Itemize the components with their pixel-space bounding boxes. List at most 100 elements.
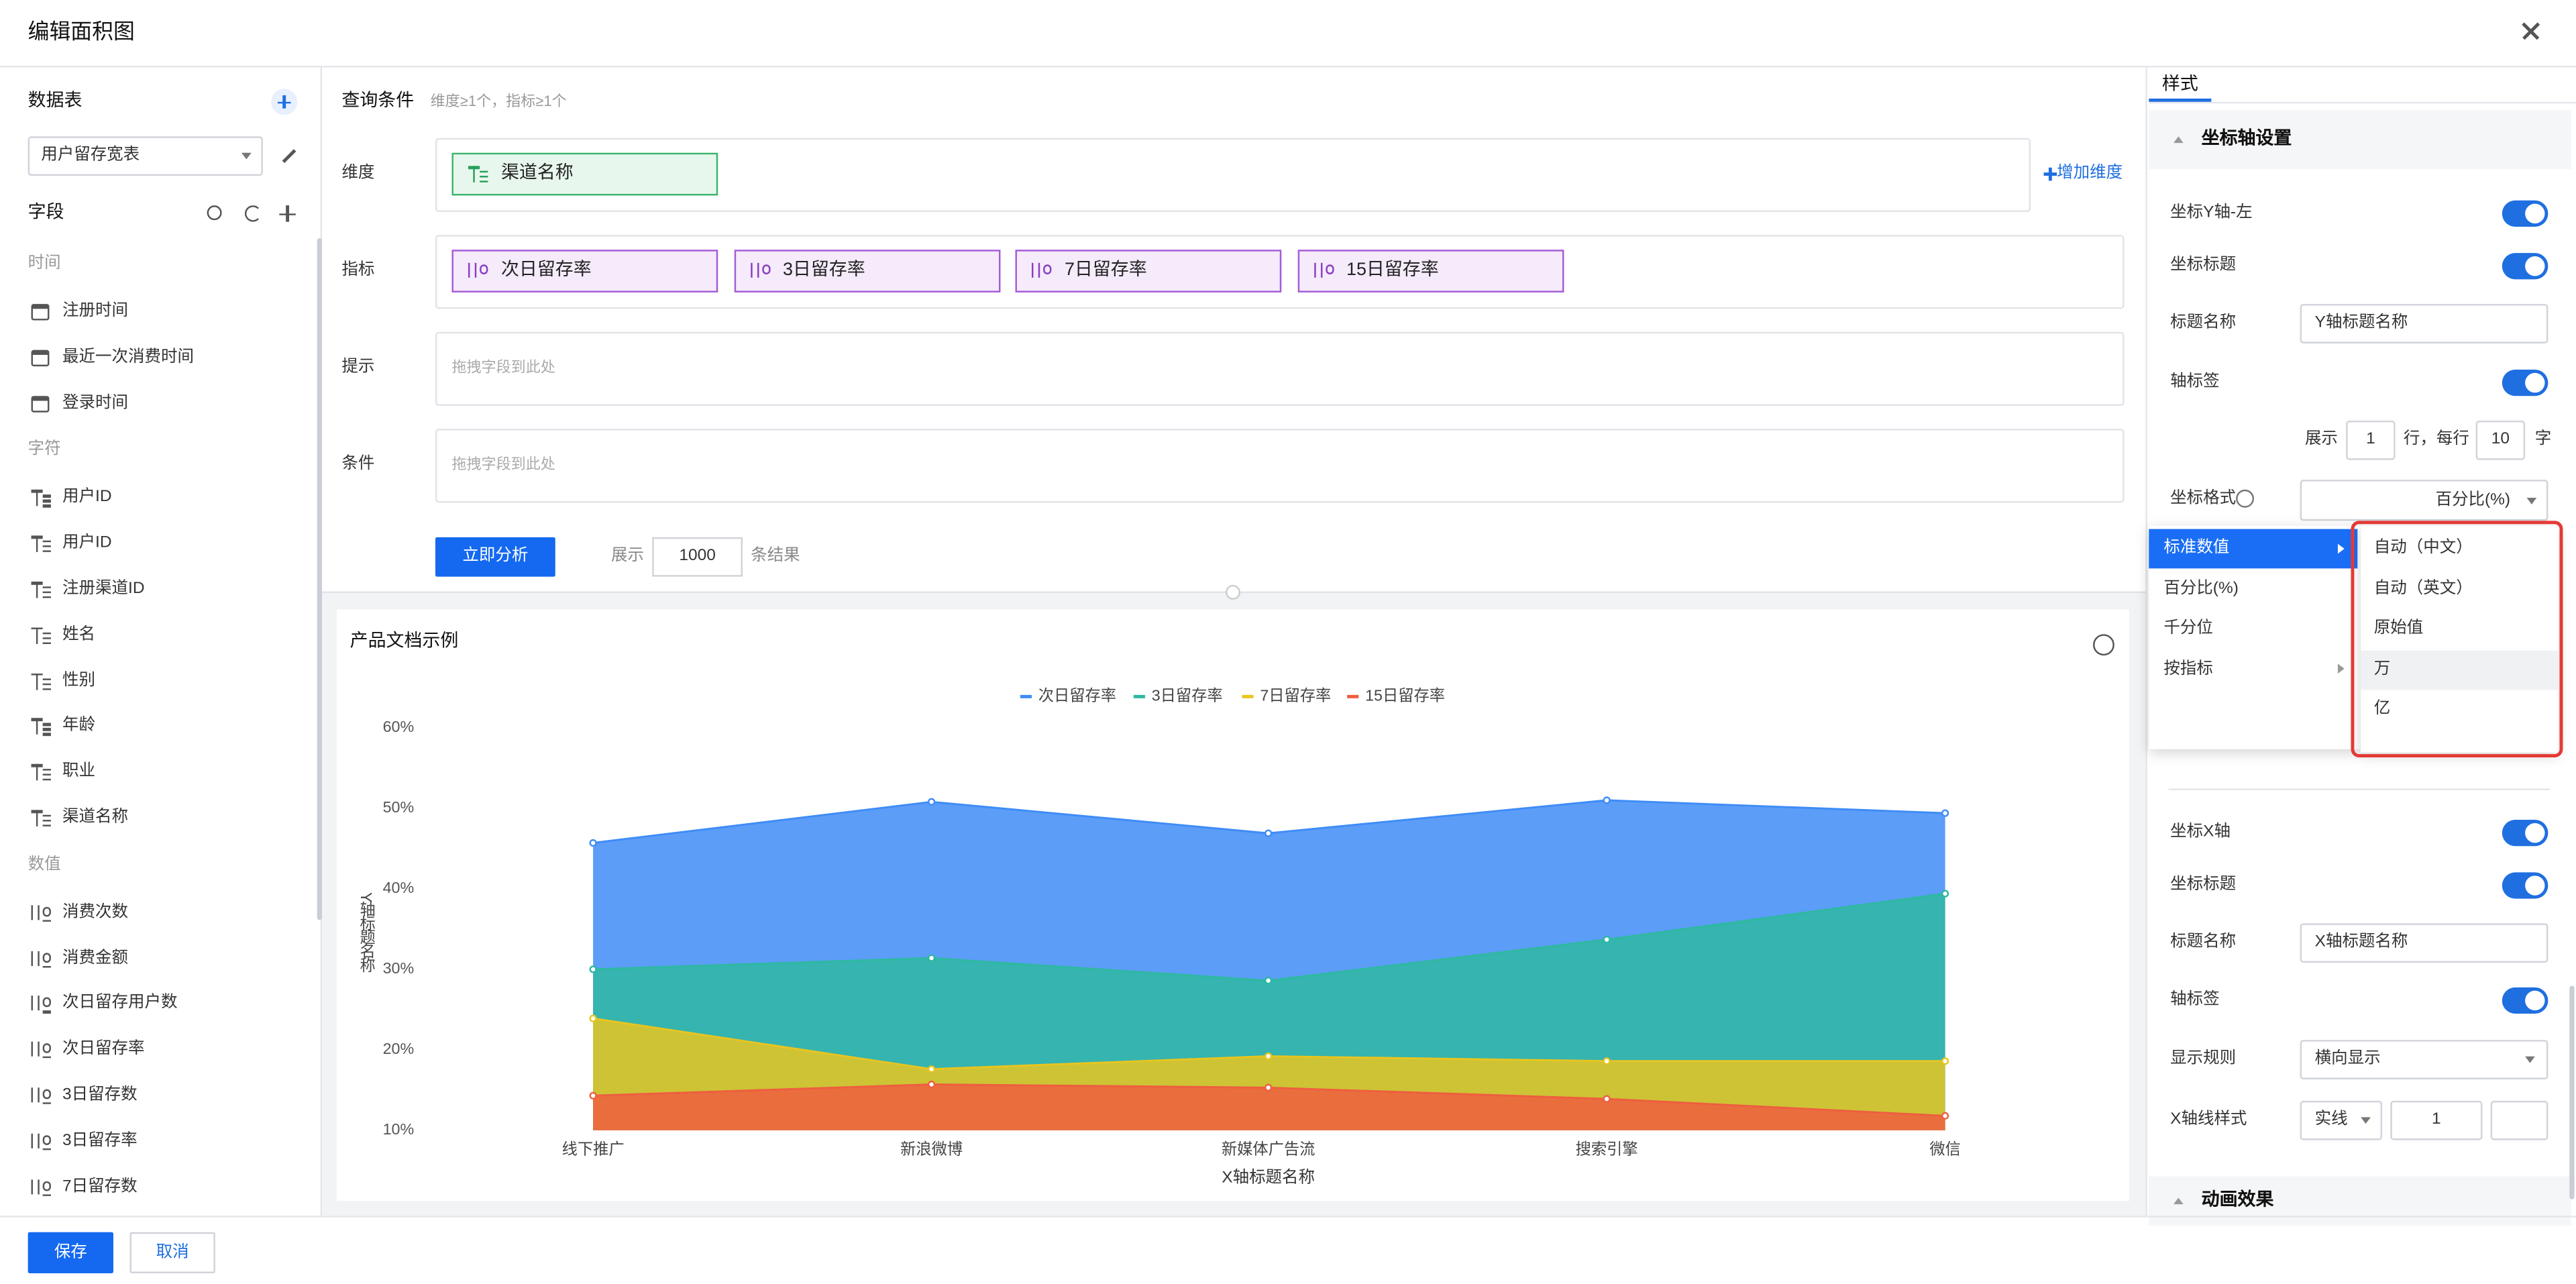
number-icon (42, 1180, 51, 1191)
field-item[interactable]: 注册时间 (62, 302, 129, 321)
point (1264, 1052, 1273, 1061)
format-select[interactable] (2300, 480, 2548, 521)
number-icon (468, 262, 477, 278)
number-icon (42, 1134, 51, 1145)
datatable-value: 用户留存宽表 (41, 146, 140, 164)
text-icon (42, 504, 51, 507)
save-button[interactable] (28, 1232, 113, 1273)
section-header (2149, 1176, 2571, 1226)
field-item[interactable]: 次日留存率 (62, 1040, 145, 1059)
add-icon (286, 205, 289, 222)
point (1603, 1095, 1611, 1103)
field-item[interactable]: 3日留存数 (62, 1085, 138, 1104)
point (1264, 977, 1273, 985)
text-icon (480, 180, 488, 183)
menu-item[interactable]: 万 (2373, 659, 2391, 678)
menu-item[interactable]: 自动（英文） (2373, 579, 2473, 598)
analyze-button[interactable] (435, 537, 555, 577)
datatable-select[interactable] (28, 136, 263, 176)
menu-item[interactable]: 自动（中文） (2373, 539, 2473, 557)
field-item[interactable]: 姓名 (62, 625, 96, 644)
text-icon (42, 550, 51, 553)
menu-item[interactable]: 百分比(%) (2163, 579, 2239, 598)
text-icon (42, 769, 51, 771)
input[interactable] (2346, 420, 2396, 460)
toggle-knob (2525, 372, 2545, 393)
analyze-label[interactable]: 立即分析 (462, 547, 529, 566)
panel-tab[interactable]: 样式 (2161, 74, 2198, 95)
menu-item[interactable]: 亿 (2373, 700, 2391, 718)
text-icon (36, 673, 39, 690)
text-icon (42, 728, 51, 731)
setting-label: 标题名称 (2170, 933, 2237, 951)
menu-item[interactable]: 原始值 (2373, 619, 2424, 638)
setting-label: 轴标签 (2170, 372, 2220, 391)
field-item[interactable]: 最近一次消费时间 (62, 347, 194, 366)
text-icon (42, 495, 51, 498)
menu-item[interactable]: 标准数值 (2163, 539, 2230, 557)
menu-item[interactable]: 按指标 (2163, 659, 2213, 678)
chart-icon[interactable] (2093, 634, 2114, 656)
field-item[interactable]: 年龄 (62, 716, 96, 735)
field-chip[interactable] (451, 250, 718, 292)
field-item[interactable]: 用户ID (62, 488, 112, 507)
field-chip[interactable] (1015, 250, 1282, 292)
input[interactable] (2300, 923, 2548, 963)
row-label: 提示 (341, 358, 375, 376)
field-item[interactable]: 渠道名称 (62, 808, 129, 826)
field-item[interactable]: 性别 (62, 671, 96, 690)
number-icon (31, 950, 40, 966)
drop-zone (435, 331, 2125, 405)
right-divider (2145, 65, 2147, 1216)
text-icon (42, 779, 51, 782)
number-icon (42, 1043, 51, 1054)
menu-item[interactable]: 千分位 (2163, 619, 2213, 638)
field-item[interactable]: 职业 (62, 762, 96, 781)
field-chip[interactable] (1297, 250, 1564, 292)
input[interactable] (2390, 1100, 2483, 1140)
point (1941, 890, 1949, 898)
field-item[interactable]: 注册渠道ID (62, 580, 145, 598)
input-value: 1 (2432, 1110, 2441, 1129)
scrollbar (2569, 985, 2575, 1199)
x-tick-label: 微信 (1929, 1140, 1961, 1157)
caret (2525, 1056, 2535, 1063)
cancel-label[interactable]: 取消 (156, 1242, 189, 1261)
text-icon (42, 545, 51, 548)
text-icon (42, 637, 51, 639)
legend-label: 3日留存率 (1152, 687, 1223, 704)
field-item[interactable]: 消费次数 (62, 903, 129, 922)
input[interactable] (2490, 1100, 2548, 1140)
field-item[interactable]: 次日留存用户数 (62, 994, 178, 1013)
count-input[interactable] (652, 537, 743, 577)
chip-label: 15日留存率 (1346, 260, 1439, 280)
save-label[interactable]: 保存 (54, 1242, 87, 1261)
y-tick-label: 10% (383, 1120, 415, 1138)
field-chip[interactable] (451, 152, 718, 196)
section-label: 数据表 (28, 91, 83, 111)
input[interactable] (2475, 420, 2526, 460)
field-item[interactable]: 登录时间 (62, 393, 129, 412)
field-item[interactable]: 7日留存数 (62, 1177, 138, 1195)
y-tick-label: 50% (383, 798, 415, 816)
field-item[interactable]: 消费金额 (62, 949, 129, 967)
refresh-icon[interactable] (244, 205, 262, 222)
field-chip[interactable] (733, 250, 1000, 292)
time-icon (31, 395, 50, 412)
text-icon (42, 682, 51, 685)
input[interactable] (2300, 304, 2548, 343)
add-dimension[interactable]: 增加维度 (2057, 164, 2123, 182)
row-label: 指标 (341, 261, 375, 280)
search-icon[interactable] (207, 205, 222, 221)
field-item[interactable]: 3日留存率 (62, 1131, 138, 1150)
number-icon (42, 952, 51, 963)
input[interactable] (2300, 1040, 2548, 1079)
point (1603, 935, 1611, 944)
placeholder: 拖拽字段到此处 (451, 359, 555, 376)
query-title: 查询条件 (341, 91, 415, 111)
section-title: 坐标轴设置 (2201, 129, 2292, 149)
field-item[interactable]: 用户ID (62, 534, 112, 553)
number-icon (42, 1057, 51, 1059)
cancel-button[interactable] (129, 1232, 215, 1273)
setting-label: 标题名称 (2170, 313, 2237, 332)
